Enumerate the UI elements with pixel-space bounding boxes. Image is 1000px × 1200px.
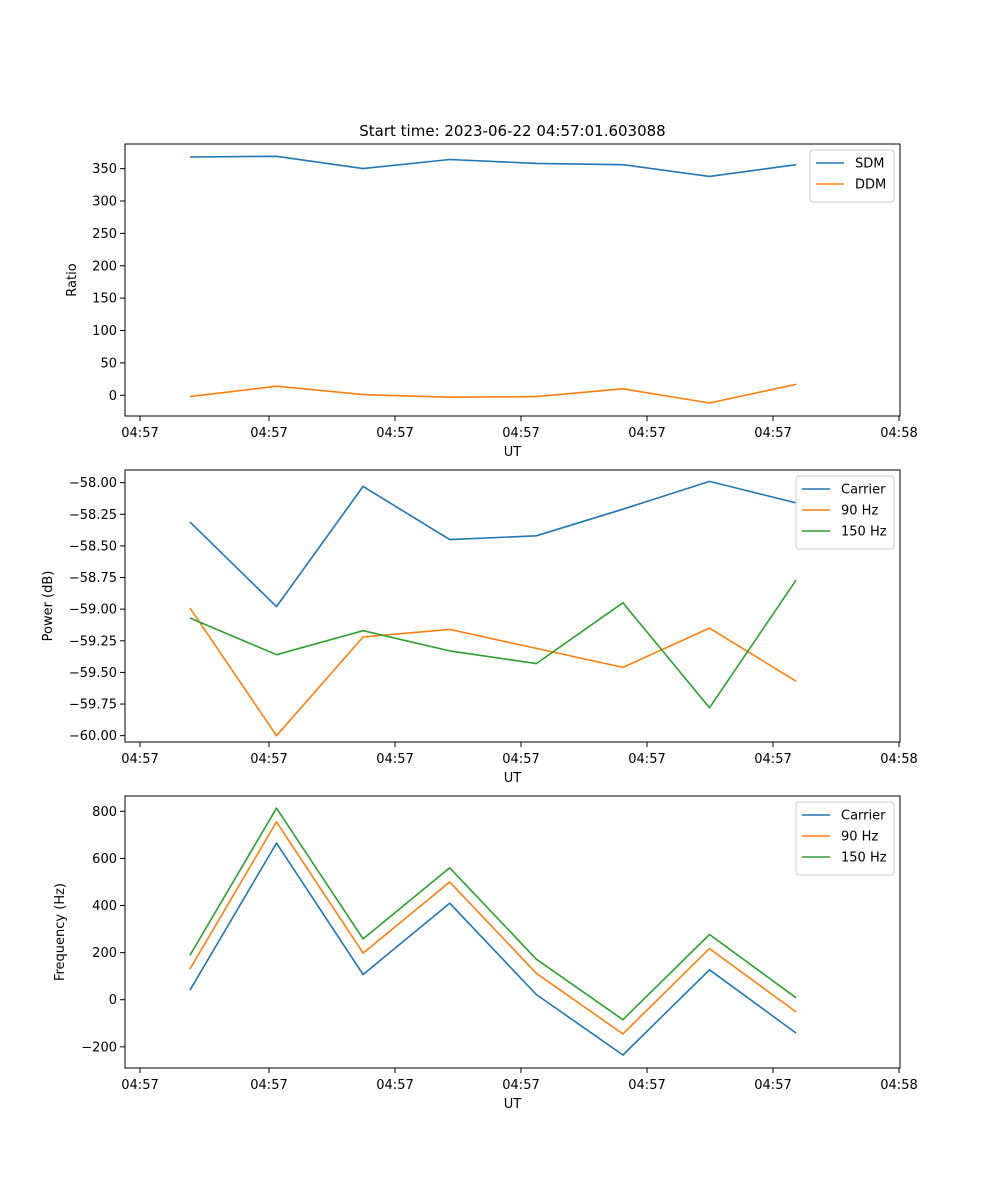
x-tick-label: 04:57 [502, 426, 539, 441]
y-axis-label: Frequency (Hz) [53, 883, 68, 981]
x-tick-label: 04:57 [376, 1078, 413, 1093]
x-tick-label: 04:57 [754, 752, 791, 767]
y-tick-label: −58.25 [69, 508, 117, 523]
series-line-3 [189, 579, 797, 709]
legend-label: DDM [855, 178, 886, 193]
x-tick-label: 04:58 [880, 426, 917, 441]
y-axis-label: Power (dB) [41, 571, 56, 642]
x-tick-label: 04:57 [250, 426, 287, 441]
x-tick-label: 04:58 [880, 752, 917, 767]
y-tick-label: 50 [100, 356, 117, 371]
axes-frame [124, 795, 901, 1069]
legend-label: Carrier [841, 483, 886, 498]
y-tick-label: 350 [92, 162, 117, 177]
x-axis-label: UT [504, 1097, 522, 1112]
x-tick-label: 04:57 [628, 1078, 665, 1093]
x-tick-label: 04:58 [880, 1078, 917, 1093]
y-tick-label: 300 [92, 194, 117, 209]
y-tick-label: −200 [81, 1040, 117, 1055]
series-line-3 [189, 807, 797, 1021]
x-tick-label: 04:57 [121, 752, 158, 767]
y-tick-label: 150 [92, 292, 117, 307]
series-line-1 [189, 842, 797, 1056]
y-tick-label: −58.50 [69, 539, 117, 554]
x-tick-label: 04:57 [628, 426, 665, 441]
series-line-2 [189, 821, 797, 1035]
legend-label: 150 Hz [841, 525, 887, 540]
legend-label: 150 Hz [841, 851, 887, 866]
x-tick-label: 04:57 [121, 1078, 158, 1093]
chart-panel-2: 04:57 04:57 04:57 04:57 04:57 04:57 04:58 −60.0… [41, 469, 918, 786]
y-tick-label: −60.00 [69, 729, 117, 744]
figure-title: Start time: 2023-06-22 04:57:01.603088 [359, 122, 665, 140]
x-tick-label: 04:57 [250, 752, 287, 767]
x-tick-label: 04:57 [754, 1078, 791, 1093]
legend-label: Carrier [841, 809, 886, 824]
y-tick-label: 200 [92, 259, 117, 274]
y-tick-label: 200 [92, 946, 117, 961]
x-tick-label: 04:57 [121, 426, 158, 441]
legend-label: SDM [855, 157, 884, 172]
y-tick-label: −59.50 [69, 666, 117, 681]
series-line-1 [189, 480, 797, 608]
y-tick-label: 400 [92, 899, 117, 914]
x-axis-label: UT [504, 771, 522, 786]
x-tick-label: 04:57 [628, 752, 665, 767]
legend-label: 90 Hz [841, 830, 878, 845]
x-tick-label: 04:57 [376, 426, 413, 441]
legend: SDM DDM [809, 149, 895, 203]
y-tick-label: −59.25 [69, 634, 117, 649]
y-tick-label: −58.00 [69, 476, 117, 491]
x-tick-label: 04:57 [754, 426, 791, 441]
y-axis-label: Ratio [65, 263, 80, 296]
axes-frame [124, 143, 901, 417]
y-tick-label: 0 [109, 389, 117, 404]
x-tick-label: 04:57 [376, 752, 413, 767]
y-tick-label: −59.75 [69, 698, 117, 713]
chart-panel-3: 04:57 04:57 04:57 04:57 04:57 04:57 04:58 −200 0… [53, 795, 918, 1112]
y-tick-label: 800 [92, 805, 117, 820]
x-tick-label: 04:57 [502, 752, 539, 767]
axes-frame [124, 469, 901, 743]
legend: Carrier 90 Hz 150 Hz [795, 801, 895, 876]
legend-label: 90 Hz [841, 504, 878, 519]
y-tick-label: 0 [109, 993, 117, 1008]
series-line-2 [189, 383, 797, 404]
series-line-1 [189, 155, 797, 178]
x-axis-label: UT [504, 445, 522, 460]
legend: Carrier 90 Hz 150 Hz [795, 475, 895, 550]
chart-panel-1: 04:57 04:57 04:57 04:57 04:57 04:57 04:58 0 50 10… [65, 143, 918, 460]
series-line-2 [189, 607, 797, 737]
y-tick-label: 600 [92, 852, 117, 867]
x-tick-label: 04:57 [250, 1078, 287, 1093]
y-tick-label: 250 [92, 227, 117, 242]
y-tick-label: −59.00 [69, 603, 117, 618]
y-tick-label: −58.75 [69, 571, 117, 586]
y-tick-label: 100 [92, 324, 117, 339]
x-tick-label: 04:57 [502, 1078, 539, 1093]
